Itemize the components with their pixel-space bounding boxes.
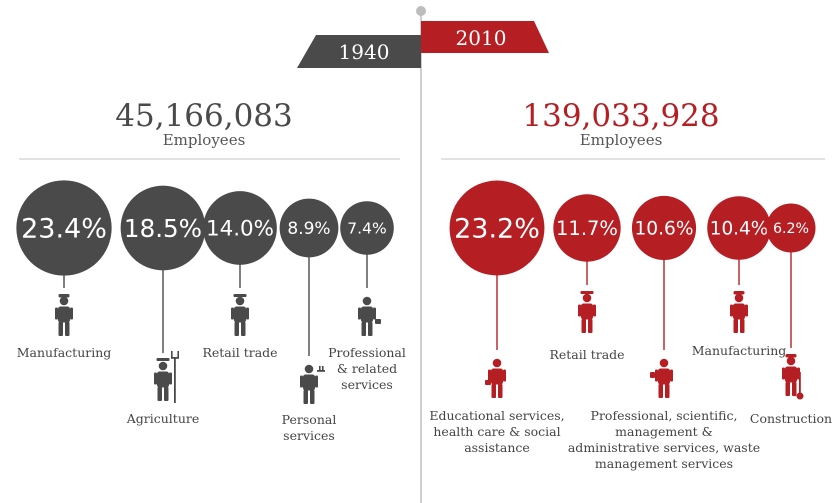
bubble-1-1 [553, 194, 621, 262]
category-label: Manufacturing [692, 343, 787, 358]
category-label: Personal [282, 412, 337, 427]
category-label: Professional, scientific, [591, 408, 738, 423]
total-1940: 45,166,083 [115, 98, 293, 134]
year-banner-right [421, 21, 549, 53]
bubble-value-label: 23.4% [21, 214, 107, 245]
total-label-1940: Employees [163, 131, 246, 149]
retail-clerk-icon [231, 294, 249, 336]
category-label: & related [337, 361, 397, 376]
farmer-pitchfork-icon [154, 351, 179, 403]
category-label: Construction [750, 411, 832, 426]
category-label: services [341, 377, 393, 392]
bubble-0-2 [203, 191, 277, 265]
bubble-1-4 [766, 203, 816, 253]
bubble-value-label: 10.4% [710, 219, 768, 240]
scientist-icon [650, 358, 673, 398]
worker-icon [55, 294, 73, 336]
bubble-value-label: 14.0% [206, 217, 274, 242]
category-label: Agriculture [126, 411, 200, 426]
bubble-value-label: 18.5% [124, 214, 202, 243]
category-label: Retail trade [202, 345, 277, 360]
total-label-2010: Employees [580, 131, 663, 149]
bubble-value-label: 10.6% [634, 219, 693, 240]
retail-clerk-icon [578, 291, 596, 333]
year-label-left: 1940 [339, 40, 390, 64]
bubble-0-1 [120, 185, 206, 271]
total-2010: 139,033,928 [522, 98, 719, 134]
bubble-value-label: 7.4% [347, 220, 386, 238]
nurse-icon [485, 358, 506, 398]
bubble-value-label: 11.7% [556, 217, 618, 240]
category-label: Professional [328, 345, 406, 360]
bubble-value-label: 8.9% [287, 219, 330, 239]
bubble-0-4 [340, 201, 394, 255]
waiter-icon [300, 364, 325, 404]
bubble-value-label: 6.2% [773, 221, 809, 237]
bubble-1-3 [707, 196, 771, 260]
category-label: management services [595, 456, 733, 471]
category-label: management & [615, 424, 713, 439]
category-label: services [283, 428, 335, 443]
bubble-1-2 [631, 195, 697, 261]
bubble-value-label: 23.2% [454, 214, 540, 245]
businessman-icon [358, 296, 381, 336]
category-label: assistance [464, 440, 530, 455]
year-label-right: 2010 [456, 26, 507, 50]
category-label: Retail trade [549, 347, 624, 362]
bubble-0-0 [16, 180, 112, 276]
bubble-0-3 [279, 198, 339, 258]
category-label: administrative services, waste [568, 440, 760, 455]
timeline-dot [416, 6, 426, 16]
category-label: Manufacturing [17, 345, 112, 360]
worker-icon [730, 291, 748, 333]
bubble-1-0 [449, 180, 545, 276]
construction-worker-icon [782, 354, 804, 400]
year-banner-left [297, 35, 421, 68]
category-label: health care & social [433, 424, 560, 439]
category-label: Educational services, [429, 408, 564, 423]
